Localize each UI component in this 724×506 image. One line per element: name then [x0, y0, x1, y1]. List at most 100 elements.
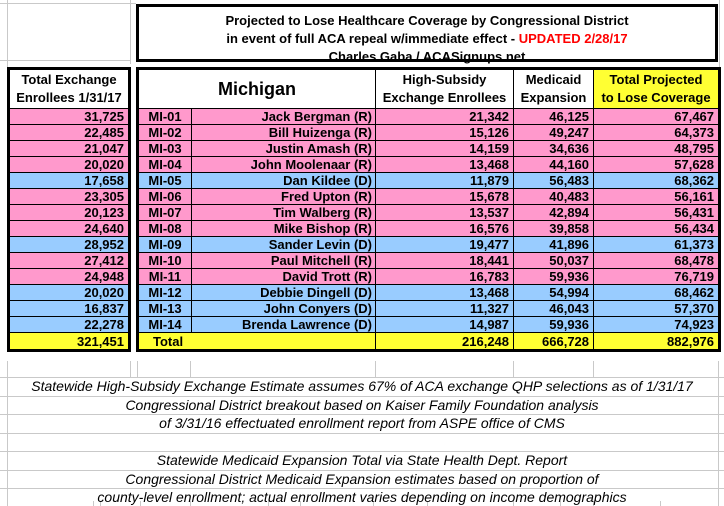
cell-rep-MI-14[interactable]: Brenda Lawrence (D): [190, 316, 377, 333]
cell-highsubsidy-MI-09[interactable]: 19,477: [375, 236, 515, 253]
cell-exchange-MI-12[interactable]: 20,020: [8, 284, 130, 301]
cell-exchange-MI-07[interactable]: 20,123: [8, 204, 130, 221]
cell-highsubsidy-MI-08[interactable]: 16,576: [375, 220, 515, 237]
cell-exchange-total[interactable]: 321,451: [8, 332, 130, 351]
cell-rep-MI-10[interactable]: Paul Mitchell (R): [190, 252, 377, 269]
cell-district-MI-09[interactable]: MI-09: [137, 236, 192, 253]
cell-highsubsidy-MI-11[interactable]: 16,783: [375, 268, 515, 285]
cell-exchange-MI-10[interactable]: 27,412: [8, 252, 130, 269]
table-row: MI-14 Brenda Lawrence (D) 14,987 59,936 74,9…: [137, 316, 721, 333]
cell-exchange-MI-04[interactable]: 20,020: [8, 156, 130, 173]
cell-total-MI-02[interactable]: 64,373: [593, 124, 721, 141]
cell-highsubsidy-MI-12[interactable]: 13,468: [375, 284, 515, 301]
cell-exchange-MI-03[interactable]: 21,047: [8, 140, 130, 157]
cell-total-total[interactable]: 882,976: [593, 332, 721, 351]
cell-rep-MI-11[interactable]: David Trott (R): [190, 268, 377, 285]
cell-district-MI-05[interactable]: MI-05: [137, 172, 192, 189]
cell-district-MI-08[interactable]: MI-08: [137, 220, 192, 237]
cell-exchange-MI-11[interactable]: 24,948: [8, 268, 130, 285]
cell-district-MI-11[interactable]: MI-11: [137, 268, 192, 285]
cell-medicaid-MI-02[interactable]: 49,247: [513, 124, 595, 141]
cell-medicaid-MI-10[interactable]: 50,037: [513, 252, 595, 269]
cell-exchange-MI-01[interactable]: 31,725: [8, 108, 130, 125]
cell-total-MI-03[interactable]: 48,795: [593, 140, 721, 157]
cell-rep-MI-02[interactable]: Bill Huizenga (R): [190, 124, 377, 141]
gridline: [7, 361, 8, 377]
cell-highsubsidy-total[interactable]: 216,248: [375, 332, 515, 351]
cell-medicaid-MI-08[interactable]: 39,858: [513, 220, 595, 237]
cell-total-MI-06[interactable]: 56,161: [593, 188, 721, 205]
cell-rep-MI-06[interactable]: Fred Upton (R): [190, 188, 377, 205]
cell-exchange-MI-08[interactable]: 24,640: [8, 220, 130, 237]
cell-highsubsidy-MI-03[interactable]: 14,159: [375, 140, 515, 157]
cell-rep-MI-12[interactable]: Debbie Dingell (D): [190, 284, 377, 301]
cell-exchange-MI-05[interactable]: 17,658: [8, 172, 130, 189]
cell-highsubsidy-MI-04[interactable]: 13,468: [375, 156, 515, 173]
cell-highsubsidy-MI-13[interactable]: 11,327: [375, 300, 515, 317]
cell-medicaid-MI-09[interactable]: 41,896: [513, 236, 595, 253]
cell-rep-MI-07[interactable]: Tim Walberg (R): [190, 204, 377, 221]
cell-highsubsidy-MI-06[interactable]: 15,678: [375, 188, 515, 205]
cell-total-MI-07[interactable]: 56,431: [593, 204, 721, 221]
cell-medicaid-MI-03[interactable]: 34,636: [513, 140, 595, 157]
cell-medicaid-MI-04[interactable]: 44,160: [513, 156, 595, 173]
cell-total-MI-10[interactable]: 68,478: [593, 252, 721, 269]
cell-exchange-MI-09[interactable]: 28,952: [8, 236, 130, 253]
cell-exchange-MI-13[interactable]: 16,837: [8, 300, 130, 317]
cell-district-MI-12[interactable]: MI-12: [137, 284, 192, 301]
cell-district-MI-04[interactable]: MI-04: [137, 156, 192, 173]
cell-total-MI-12[interactable]: 68,462: [593, 284, 721, 301]
gridline: [100, 501, 101, 506]
cell-exchange-MI-02[interactable]: 22,485: [8, 124, 130, 141]
cell-district-MI-10[interactable]: MI-10: [137, 252, 192, 269]
cell-medicaid-MI-13[interactable]: 46,043: [513, 300, 595, 317]
cell-highsubsidy-MI-14[interactable]: 14,987: [375, 316, 515, 333]
cell-total-MI-08[interactable]: 56,434: [593, 220, 721, 237]
column-header-high-subsidy[interactable]: High-Subsidy Exchange Enrollees: [375, 68, 515, 109]
cell-exchange-MI-06[interactable]: 23,305: [8, 188, 130, 205]
cell-medicaid-MI-11[interactable]: 59,936: [513, 268, 595, 285]
column-header-state[interactable]: Michigan: [136, 68, 377, 109]
cell-highsubsidy-MI-07[interactable]: 13,537: [375, 204, 515, 221]
total-row: Total 216,248 666,728 882,976: [136, 332, 721, 351]
cell-medicaid-total[interactable]: 666,728: [513, 332, 595, 351]
cell-total-label[interactable]: Total: [136, 332, 377, 351]
cell-rep-MI-13[interactable]: John Conyers (D): [190, 300, 377, 317]
cell-district-MI-13[interactable]: MI-13: [137, 300, 192, 317]
cell-medicaid-MI-05[interactable]: 56,483: [513, 172, 595, 189]
cell-district-MI-07[interactable]: MI-07: [137, 204, 192, 221]
cell-highsubsidy-MI-10[interactable]: 18,441: [375, 252, 515, 269]
cell-district-MI-03[interactable]: MI-03: [137, 140, 192, 157]
cell-total-MI-11[interactable]: 76,719: [593, 268, 721, 285]
cell-total-MI-13[interactable]: 57,370: [593, 300, 721, 317]
cell-medicaid-MI-12[interactable]: 54,994: [513, 284, 595, 301]
cell-rep-MI-09[interactable]: Sander Levin (D): [190, 236, 377, 253]
table-row: MI-03 Justin Amash (R) 14,159 34,636 48,795: [137, 140, 721, 157]
cell-total-MI-14[interactable]: 74,923: [593, 316, 721, 333]
column-header-total-exchange[interactable]: Total Exchange Enrollees 1/31/17: [8, 68, 130, 109]
cell-district-MI-06[interactable]: MI-06: [137, 188, 192, 205]
cell-highsubsidy-MI-05[interactable]: 11,879: [375, 172, 515, 189]
column-header-medicaid[interactable]: Medicaid Expansion: [513, 68, 595, 109]
cell-rep-MI-03[interactable]: Justin Amash (R): [190, 140, 377, 157]
cell-rep-MI-04[interactable]: John Moolenaar (R): [190, 156, 377, 173]
cell-total-MI-05[interactable]: 68,362: [593, 172, 721, 189]
cell-medicaid-MI-01[interactable]: 46,125: [513, 108, 595, 125]
cell-highsubsidy-MI-01[interactable]: 21,342: [375, 108, 515, 125]
cell-total-MI-01[interactable]: 67,467: [593, 108, 721, 125]
cell-total-MI-09[interactable]: 61,373: [593, 236, 721, 253]
cell-total-MI-04[interactable]: 57,628: [593, 156, 721, 173]
cell-district-MI-02[interactable]: MI-02: [137, 124, 192, 141]
cell-medicaid-MI-07[interactable]: 42,894: [513, 204, 595, 221]
cell-district-MI-14[interactable]: MI-14: [137, 316, 192, 333]
column-header-total-projected[interactable]: Total Projected to Lose Coverage: [593, 68, 721, 109]
cell-highsubsidy-MI-02[interactable]: 15,126: [375, 124, 515, 141]
cell-district-MI-01[interactable]: MI-01: [137, 108, 192, 125]
cell-medicaid-MI-14[interactable]: 59,936: [513, 316, 595, 333]
cell-rep-MI-05[interactable]: Dan Kildee (D): [190, 172, 377, 189]
gridline: [190, 501, 191, 506]
cell-exchange-MI-14[interactable]: 22,278: [8, 316, 130, 333]
cell-rep-MI-08[interactable]: Mike Bishop (R): [190, 220, 377, 237]
cell-medicaid-MI-06[interactable]: 40,483: [513, 188, 595, 205]
cell-rep-MI-01[interactable]: Jack Bergman (R): [190, 108, 377, 125]
